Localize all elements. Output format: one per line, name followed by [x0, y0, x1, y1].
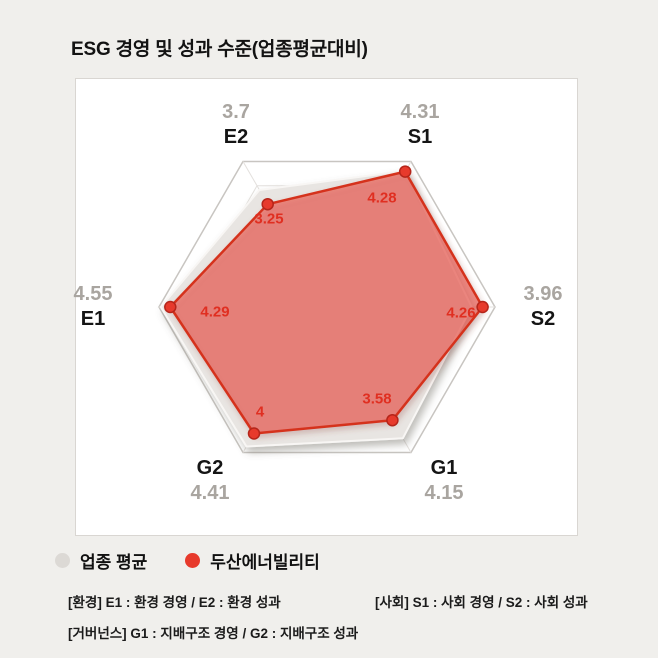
radar-chart: 3.7 E2 4.31 S1 3.96 S2 4.15 G1 4.41 G2 4… — [74, 79, 577, 535]
chart-panel: 3.7 E2 4.31 S1 3.96 S2 4.15 G1 4.41 G2 4… — [74, 78, 578, 536]
footnote-row-2: [거버넌스] G1 : 지배구조 경영 / G2 : 지배구조 성과 — [68, 622, 596, 642]
company-value-s2: 4.26 — [446, 304, 476, 322]
axis-s2: 3.96 S2 — [524, 282, 563, 332]
axis-e1-label: E1 — [80, 308, 106, 330]
company-value-g1: 3.58 — [362, 390, 392, 408]
footnote-environment: [환경] E1 : 환경 경영 / E2 : 환경 성과 — [68, 595, 281, 610]
company-value-s1: 4.28 — [367, 189, 397, 207]
axis-g2-industry-avg-value: 4.41 — [190, 482, 230, 504]
axis-e2-industry-avg-value: 3.7 — [222, 101, 250, 123]
industry-avg-dot-icon — [55, 553, 70, 568]
axis-g2-label: G2 — [196, 457, 224, 479]
company-value-g2: 4 — [255, 403, 265, 421]
axis-s2-industry-avg-value: 3.96 — [523, 283, 563, 305]
axis-g1-label: G1 — [430, 457, 458, 479]
company-value-e2: 3.25 — [254, 210, 284, 228]
axis-s1-industry-avg-value: 4.31 — [400, 101, 440, 123]
company-point — [386, 413, 399, 427]
axis-g1-industry-avg-value: 4.15 — [424, 482, 464, 504]
legend-company-label: 두산에너빌리티 — [210, 553, 320, 572]
axis-s2-label: S2 — [530, 308, 556, 330]
footnotes: [환경] E1 : 환경 경영 / E2 : 환경 성과 [사회] S1 : 사… — [68, 591, 596, 653]
legend-industry-avg-label: 업종 평균 — [80, 553, 148, 572]
company-point — [247, 427, 261, 440]
axis-e2-label: E2 — [223, 126, 249, 148]
legend-item-company: 두산에너빌리티 — [185, 548, 320, 573]
axis-e1-industry-avg-value: 4.55 — [73, 283, 113, 305]
company-value-e1: 4.29 — [200, 303, 230, 321]
footnote-row-1: [환경] E1 : 환경 경영 / E2 : 환경 성과 [사회] S1 : 사… — [68, 591, 596, 611]
axis-s1: 4.31 S1 — [401, 100, 440, 150]
axis-e1: 4.55 E1 — [74, 282, 113, 332]
chart-title: ESG 경영 및 성과 수준(업종평균대비) — [71, 39, 368, 60]
company-point — [398, 165, 412, 178]
footnote-governance: [거버넌스] G1 : 지배구조 경영 / G2 : 지배구조 성과 — [68, 626, 359, 641]
company-point — [164, 300, 177, 314]
axis-g1: 4.15 G1 — [425, 456, 464, 506]
axis-s1-label: S1 — [407, 126, 433, 148]
axis-e2: 3.7 E2 — [222, 100, 250, 150]
radar-chart-canvas — [158, 160, 496, 454]
company-point — [261, 197, 274, 211]
legend-item-industry-avg: 업종 평균 — [55, 548, 147, 573]
legend: 업종 평균 두산에너빌리티 — [55, 548, 320, 573]
footnote-social: [사회] S1 : 사회 경영 / S2 : 사회 성과 — [375, 595, 588, 610]
company-point — [476, 300, 489, 314]
axis-g2: 4.41 G2 — [191, 456, 230, 506]
company-dot-icon — [185, 553, 201, 568]
